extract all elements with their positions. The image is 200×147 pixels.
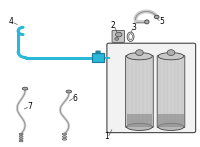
Ellipse shape xyxy=(19,138,23,140)
Text: 3: 3 xyxy=(131,23,136,32)
FancyBboxPatch shape xyxy=(107,43,196,133)
FancyBboxPatch shape xyxy=(112,30,124,42)
Text: 1: 1 xyxy=(105,132,109,141)
FancyBboxPatch shape xyxy=(127,114,152,127)
Ellipse shape xyxy=(136,50,143,55)
Ellipse shape xyxy=(154,15,159,19)
Circle shape xyxy=(116,32,122,37)
Circle shape xyxy=(115,37,119,40)
Ellipse shape xyxy=(62,133,67,135)
FancyBboxPatch shape xyxy=(92,53,104,62)
Ellipse shape xyxy=(158,53,184,60)
Ellipse shape xyxy=(19,140,23,142)
Ellipse shape xyxy=(158,123,184,131)
FancyBboxPatch shape xyxy=(126,55,153,128)
Ellipse shape xyxy=(62,136,67,138)
Ellipse shape xyxy=(127,123,152,131)
Ellipse shape xyxy=(145,20,149,24)
Ellipse shape xyxy=(62,138,67,140)
Ellipse shape xyxy=(127,53,152,60)
Text: 2: 2 xyxy=(110,21,115,30)
Text: 4: 4 xyxy=(9,17,14,26)
Ellipse shape xyxy=(129,34,132,40)
FancyBboxPatch shape xyxy=(96,51,100,54)
Text: 6: 6 xyxy=(73,93,78,102)
Ellipse shape xyxy=(66,90,72,93)
FancyBboxPatch shape xyxy=(157,55,185,128)
Ellipse shape xyxy=(167,50,175,55)
FancyBboxPatch shape xyxy=(158,114,184,127)
Ellipse shape xyxy=(22,87,28,90)
Ellipse shape xyxy=(127,32,134,41)
Text: 7: 7 xyxy=(28,102,32,111)
Ellipse shape xyxy=(19,133,23,135)
Ellipse shape xyxy=(19,136,23,137)
Text: 5: 5 xyxy=(160,17,165,26)
